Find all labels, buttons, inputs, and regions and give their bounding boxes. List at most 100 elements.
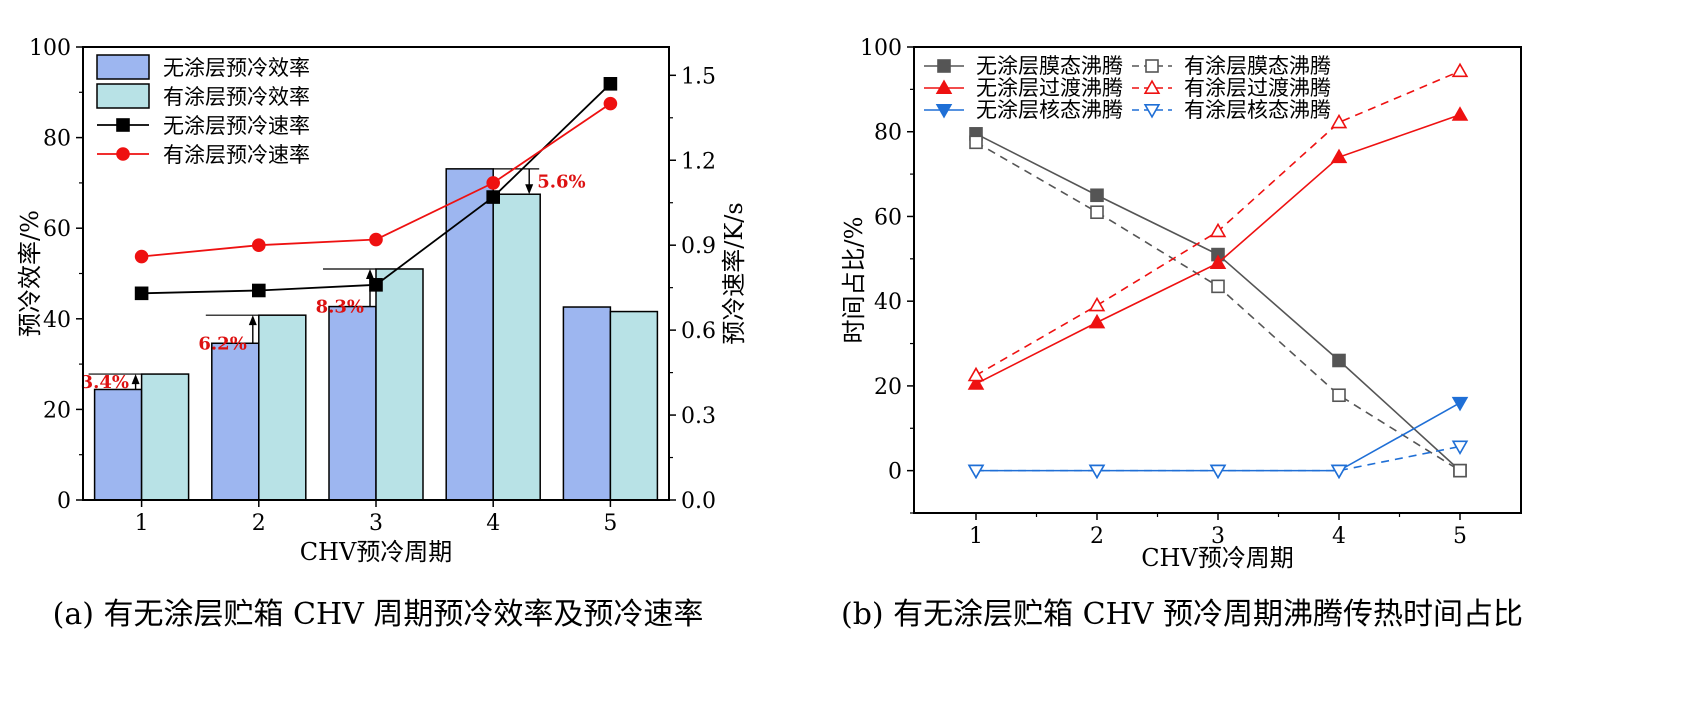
y-tick-label: 40 <box>43 308 71 333</box>
chart-a-ticks: 0 20 40 60 80 100 0.0 0.3 0.6 0.9 1.2 1.5 1 2 3 4 5 <box>29 36 716 536</box>
legend-label: 无涂层过渡沸腾 <box>976 76 1123 100</box>
series-point-5 <box>1088 464 1106 480</box>
chart-b-boiling-time-share: 0 20 40 60 80 100 1 2 3 4 5 CHV预冷周期 时间占比/% 无涂层膜态沸腾… <box>840 36 1522 572</box>
chart-b-x-axis-label: CHV预冷周期 <box>1141 544 1294 572</box>
y-tick-label: 80 <box>874 121 902 146</box>
series-line-0 <box>975 133 1461 472</box>
x-tick-label: 3 <box>1211 524 1225 549</box>
annotation-label: 5.6% <box>537 172 585 193</box>
bar-uncoated-3 <box>328 305 377 501</box>
bar-uncoated-4 <box>445 168 494 501</box>
bar-uncoated-2 <box>211 342 260 501</box>
series-point-uncoated-rate <box>252 283 266 298</box>
series-point-3 <box>967 366 985 382</box>
chart-a-y-axis-label: 预冷效率/% <box>16 210 44 337</box>
bar-coated-4 <box>492 193 541 501</box>
y-tick-label: 60 <box>43 217 71 242</box>
chart-a-lines <box>134 77 618 301</box>
annotation-arrow-head <box>366 268 374 279</box>
x-tick-label: 2 <box>252 511 266 536</box>
x-tick-label: 5 <box>1453 524 1467 549</box>
series-point-1 <box>1090 205 1104 220</box>
series-point-3 <box>1330 113 1348 129</box>
y2-tick-label: 0.0 <box>681 489 716 514</box>
x-tick-label: 1 <box>135 511 149 536</box>
y2-tick-label: 1.5 <box>681 64 716 89</box>
series-point-1 <box>1211 279 1225 294</box>
legend-label: 有涂层过渡沸腾 <box>1184 76 1331 100</box>
legend-label: 有涂层核态沸腾 <box>1184 98 1331 122</box>
series-point-2 <box>967 375 985 390</box>
series-point-1 <box>1453 463 1467 478</box>
series-point-4 <box>1451 396 1469 412</box>
series-point-2 <box>1088 313 1106 329</box>
caption-a: (a) 有无涂层贮箱 CHV 周期预冷效率及预冷速率 <box>53 597 704 632</box>
chart-b-ticks: 0 20 40 60 80 100 1 2 3 4 5 <box>860 36 1467 549</box>
legend-marker <box>937 59 951 73</box>
x-tick-label: 3 <box>369 511 383 536</box>
x-tick-label: 4 <box>1332 524 1346 549</box>
legend-swatch <box>96 54 150 80</box>
series-point-uncoated-rate <box>603 77 618 91</box>
annotation-label: 6.2% <box>198 333 246 354</box>
legend-marker <box>1143 104 1161 119</box>
y2-tick-label: 0.9 <box>681 234 716 259</box>
annotation-label: 3.4% <box>81 372 129 393</box>
annotation-arrow-head <box>131 374 140 385</box>
chart-b-lines <box>967 62 1469 480</box>
series-point-1 <box>1332 388 1346 403</box>
series-point-uncoated-rate <box>486 190 501 204</box>
x-tick-label: 2 <box>1090 524 1104 549</box>
series-point-0 <box>1090 188 1104 203</box>
bar-uncoated-1 <box>93 388 143 501</box>
series-point-3 <box>1451 62 1469 78</box>
bar-coated-1 <box>140 373 190 501</box>
series-point-0 <box>1332 353 1346 368</box>
legend-label: 有涂层膜态沸腾 <box>1184 54 1331 78</box>
legend-marker <box>935 104 953 119</box>
bar-coated-2 <box>258 314 307 501</box>
series-point-1 <box>969 135 983 150</box>
bar-uncoated-5 <box>562 306 612 501</box>
annotation-label: 8.3% <box>316 297 364 318</box>
y-tick-label: 20 <box>874 375 902 400</box>
series-point-2 <box>1451 106 1469 121</box>
series-point-3 <box>1088 296 1106 312</box>
series-point-coated-rate <box>251 238 266 252</box>
legend-marker <box>935 79 953 94</box>
series-point-2 <box>1209 254 1227 270</box>
chart-b-y-axis-label: 时间占比/% <box>840 217 868 344</box>
legend-label: 无涂层核态沸腾 <box>976 98 1123 122</box>
legend-swatch <box>96 83 150 109</box>
bar-coated-5 <box>609 310 659 501</box>
legend-label: 无涂层预冷速率 <box>163 114 310 138</box>
chart-a-x-axis-label: CHV预冷周期 <box>300 538 453 566</box>
x-tick-label: 4 <box>486 511 500 536</box>
series-point-coated-rate <box>486 176 501 190</box>
series-point-coated-rate <box>369 232 383 247</box>
series-point-5 <box>1451 440 1469 456</box>
legend-marker <box>1145 59 1159 73</box>
legend-label: 有涂层预冷速率 <box>163 143 310 167</box>
chart-a-bars <box>93 168 659 501</box>
chart-a-y2-axis-label: 预冷速率/K/s <box>720 202 748 344</box>
y-tick-label: 0 <box>57 489 71 514</box>
y2-tick-label: 0.3 <box>681 404 716 429</box>
series-line-1 <box>975 141 1461 472</box>
y2-tick-label: 1.2 <box>681 149 716 174</box>
y-tick-label: 40 <box>874 290 902 315</box>
legend-label: 有涂层预冷效率 <box>163 85 310 109</box>
series-point-coated-rate <box>603 96 618 111</box>
legend-marker <box>1143 79 1161 94</box>
y2-tick-label: 0.6 <box>681 319 716 344</box>
y-tick-label: 100 <box>29 36 71 61</box>
series-point-coated-rate <box>134 249 149 264</box>
chart-a-efficiency-rate: 3.4% 6.2% 8.3% 5.6% 0 20 40 60 80 100 0.0 0.3 0.6 0.… <box>16 36 748 566</box>
series-point-uncoated-rate <box>134 286 149 301</box>
legend-label: 无涂层膜态沸腾 <box>976 54 1123 78</box>
legend-label: 无涂层预冷效率 <box>163 56 310 80</box>
annotation-arrow-head <box>248 315 257 326</box>
